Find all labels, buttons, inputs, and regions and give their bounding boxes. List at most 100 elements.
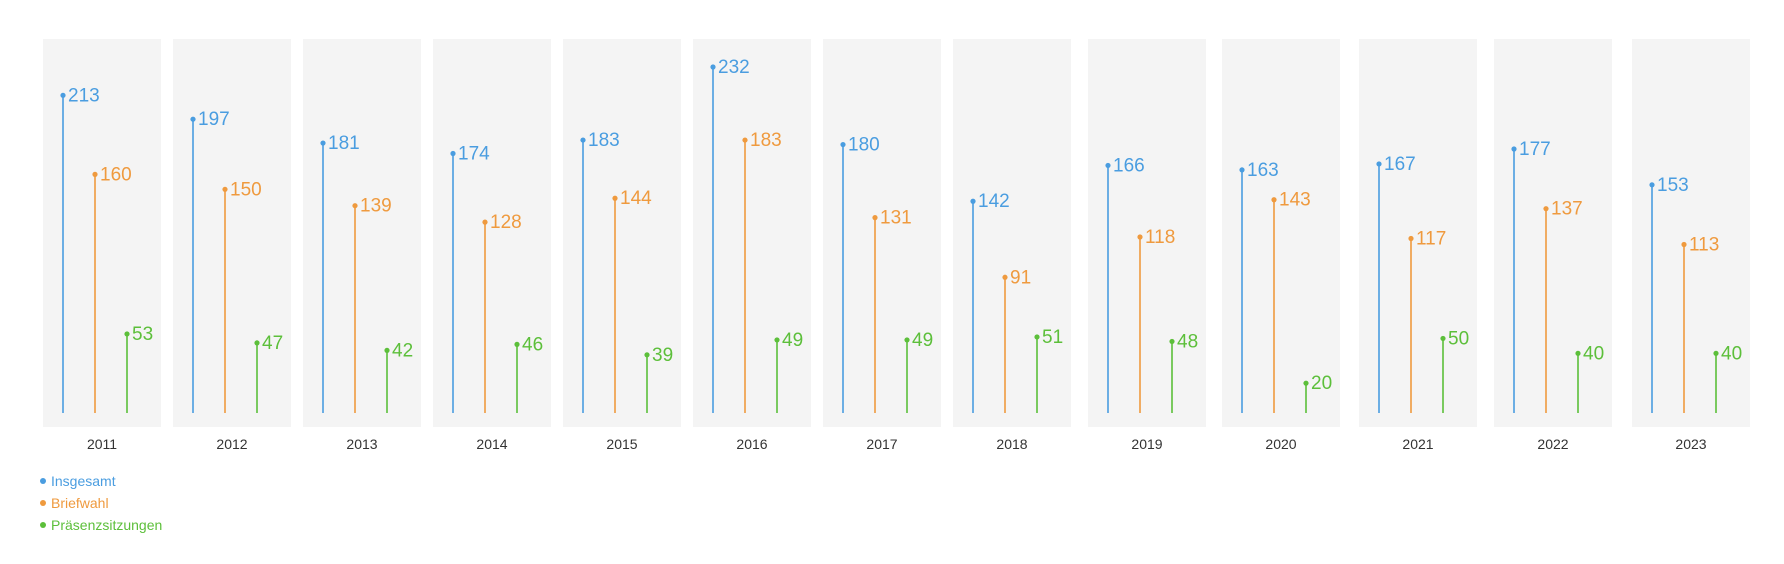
point-praesenzsitzungen-2022 [1575, 350, 1581, 356]
point-insgesamt-2021 [1376, 161, 1382, 167]
legend-label-briefwahl: Briefwahl [51, 495, 109, 511]
point-praesenzsitzungen-2021 [1440, 335, 1446, 342]
value-label-briefwahl-2013: 139 [360, 196, 392, 217]
value-label-praesenzsitzungen-2015: 39 [652, 345, 673, 366]
point-briefwahl-2016 [742, 137, 748, 143]
point-insgesamt-2019 [1105, 162, 1111, 169]
year-label-2012: 2012 [216, 436, 247, 452]
value-label-praesenzsitzungen-2019: 48 [1177, 331, 1198, 352]
legend-item-praesenzsitzungen: Präsenzsitzungen [40, 514, 440, 536]
value-label-praesenzsitzungen-2011: 53 [132, 324, 153, 345]
point-praesenzsitzungen-2018 [1034, 334, 1040, 340]
panel-2023 [1632, 39, 1750, 427]
value-label-insgesamt-2013: 181 [328, 133, 360, 154]
point-briefwahl-2018 [1002, 274, 1008, 280]
year-label-2014: 2014 [476, 436, 507, 452]
value-label-insgesamt-2016: 232 [718, 57, 750, 78]
year-label-2023: 2023 [1675, 436, 1706, 452]
point-insgesamt-2017 [840, 141, 846, 148]
point-praesenzsitzungen-2012 [254, 340, 260, 346]
value-label-briefwahl-2021: 117 [1416, 229, 1446, 250]
point-briefwahl-2012 [222, 186, 228, 192]
point-briefwahl-2019 [1137, 234, 1143, 240]
year-label-2011: 2011 [87, 436, 117, 452]
value-label-briefwahl-2019: 118 [1145, 227, 1175, 248]
point-praesenzsitzungen-2015 [644, 352, 650, 358]
value-label-briefwahl-2018: 91 [1010, 267, 1031, 288]
value-label-praesenzsitzungen-2017: 49 [912, 330, 933, 351]
panel-2011 [43, 39, 161, 427]
legend: Insgesamt Briefwahl Präsenzsitzungen [40, 470, 440, 536]
legend-dot-praesenzsitzungen [40, 522, 46, 528]
point-insgesamt-2012 [190, 116, 196, 122]
value-label-insgesamt-2017: 180 [848, 135, 880, 156]
point-praesenzsitzungen-2011 [124, 331, 130, 337]
value-label-insgesamt-2011: 213 [68, 85, 100, 106]
value-label-praesenzsitzungen-2012: 47 [262, 333, 283, 354]
point-briefwahl-2023 [1681, 241, 1687, 248]
panel-2013 [303, 39, 421, 427]
legend-item-insgesamt: Insgesamt [40, 470, 440, 492]
point-praesenzsitzungen-2017 [904, 337, 910, 343]
year-label-2022: 2022 [1537, 436, 1568, 452]
legend-label-praesenzsitzungen: Präsenzsitzungen [51, 517, 163, 533]
legend-dot-briefwahl [40, 500, 46, 506]
value-label-briefwahl-2014: 128 [490, 212, 522, 233]
point-briefwahl-2013 [352, 203, 358, 209]
point-insgesamt-2014 [450, 150, 456, 157]
point-briefwahl-2020 [1271, 197, 1277, 203]
year-label-2018: 2018 [996, 436, 1027, 452]
point-insgesamt-2016 [710, 64, 716, 70]
value-label-insgesamt-2018: 142 [978, 191, 1010, 212]
value-label-insgesamt-2021: 167 [1384, 154, 1416, 175]
value-label-insgesamt-2023: 153 [1657, 175, 1689, 196]
point-briefwahl-2014 [482, 219, 488, 225]
point-praesenzsitzungen-2013 [384, 347, 390, 353]
panel-2015 [563, 39, 681, 427]
value-label-praesenzsitzungen-2018: 51 [1042, 327, 1063, 348]
point-insgesamt-2018 [970, 198, 976, 204]
point-praesenzsitzungen-2014 [514, 341, 520, 347]
value-label-briefwahl-2015: 144 [620, 188, 652, 209]
year-label-2017: 2017 [866, 436, 897, 452]
year-label-2020: 2020 [1265, 436, 1296, 452]
point-insgesamt-2022 [1511, 146, 1517, 152]
value-label-briefwahl-2016: 183 [750, 130, 782, 151]
value-label-insgesamt-2015: 183 [588, 130, 620, 151]
year-label-2015: 2015 [606, 436, 637, 452]
value-label-briefwahl-2011: 160 [100, 164, 132, 185]
point-insgesamt-2020 [1239, 167, 1245, 173]
value-label-briefwahl-2012: 150 [230, 179, 262, 200]
value-label-praesenzsitzungen-2023: 40 [1721, 343, 1742, 364]
chart-canvas: 213 160 53 2011 197 150 47 2012 181 139 42 2013 174 1… [43, 39, 1750, 452]
point-insgesamt-2011 [60, 92, 66, 98]
point-briefwahl-2011 [92, 171, 98, 177]
year-label-2016: 2016 [736, 436, 767, 452]
panel-2017 [823, 39, 941, 427]
panel-2016 [693, 39, 811, 427]
value-label-praesenzsitzungen-2014: 46 [522, 334, 543, 355]
legend-label-insgesamt: Insgesamt [51, 473, 116, 489]
point-insgesamt-2013 [320, 140, 326, 146]
value-label-praesenzsitzungen-2016: 49 [782, 330, 803, 351]
value-label-insgesamt-2022: 177 [1519, 139, 1551, 160]
point-praesenzsitzungen-2016 [774, 337, 780, 343]
point-praesenzsitzungen-2023 [1713, 350, 1719, 356]
point-insgesamt-2015 [580, 137, 586, 143]
value-label-insgesamt-2012: 197 [198, 109, 230, 130]
value-label-insgesamt-2019: 166 [1113, 155, 1145, 176]
point-insgesamt-2023 [1649, 182, 1655, 188]
point-briefwahl-2021 [1408, 235, 1414, 242]
point-praesenzsitzungen-2020 [1303, 380, 1309, 386]
panel-2020 [1222, 39, 1340, 427]
value-label-praesenzsitzungen-2020: 20 [1311, 373, 1332, 394]
point-briefwahl-2015 [612, 195, 618, 201]
legend-item-briefwahl: Briefwahl [40, 492, 440, 514]
value-label-praesenzsitzungen-2022: 40 [1583, 343, 1604, 364]
value-label-briefwahl-2020: 143 [1279, 190, 1311, 211]
year-label-2013: 2013 [346, 436, 377, 452]
point-briefwahl-2022 [1543, 206, 1549, 212]
value-label-briefwahl-2022: 137 [1551, 199, 1583, 220]
value-label-insgesamt-2014: 174 [458, 144, 490, 165]
